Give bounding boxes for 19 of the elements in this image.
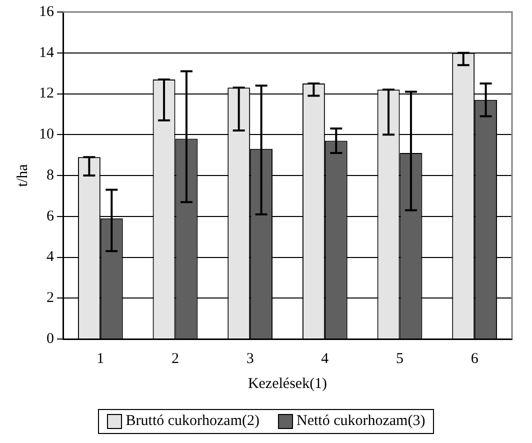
- y-tick-label: 14: [39, 44, 54, 61]
- legend-label: Nettó cukorhozam(3): [296, 413, 426, 430]
- legend-label: Bruttó cukorhozam(2): [126, 413, 260, 430]
- y-tick-label: 0: [46, 330, 54, 347]
- x-tick-label: 5: [396, 350, 404, 367]
- y-tick-label: 6: [46, 208, 54, 224]
- x-tick-label: 1: [96, 350, 104, 367]
- y-tick-label: 10: [39, 126, 54, 143]
- x-tick-label: 6: [470, 350, 479, 367]
- y-tick-label: 4: [46, 249, 54, 266]
- x-tick-label: 3: [246, 350, 254, 367]
- y-tick-label: 2: [46, 290, 54, 306]
- y-tick-label: 8: [46, 167, 54, 184]
- x-axis-title: Kezelések(1): [248, 376, 328, 392]
- y-tick-label: 12: [39, 86, 54, 102]
- x-tick-label: 4: [321, 350, 330, 367]
- y-axis-title: t/ha: [14, 164, 31, 187]
- y-tick-label: 16: [39, 4, 54, 20]
- x-tick-label: 2: [172, 350, 179, 367]
